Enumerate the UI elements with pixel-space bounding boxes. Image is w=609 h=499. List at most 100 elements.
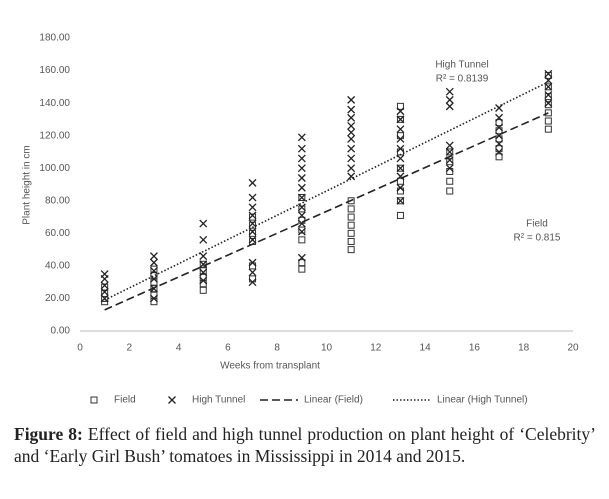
point	[150, 278, 158, 286]
point	[544, 76, 553, 85]
legend-item: Linear (High Tunnel)	[393, 395, 528, 406]
point	[297, 154, 306, 163]
point	[396, 115, 405, 124]
x-tick-label: 20	[567, 343, 579, 354]
trendline	[104, 112, 549, 311]
trendline	[104, 81, 549, 301]
point	[347, 113, 356, 122]
point	[347, 105, 356, 114]
y-tick-label: 60.00	[45, 228, 70, 239]
point	[347, 164, 356, 173]
caption: Figure 8: Effect of field and high tunne…	[14, 423, 596, 467]
point	[446, 167, 454, 175]
point	[495, 119, 503, 127]
point	[199, 252, 208, 261]
point	[544, 99, 553, 108]
point	[544, 82, 553, 91]
x-tick-label: 2	[127, 343, 133, 354]
point	[149, 252, 158, 261]
caption-text: Effect of field and high tunnel producti…	[14, 424, 596, 466]
point	[150, 265, 158, 273]
y-tick-label: 40.00	[45, 261, 70, 272]
point	[446, 158, 454, 166]
x-tick-label: 18	[518, 343, 530, 354]
point	[248, 235, 257, 244]
point	[249, 213, 257, 221]
point	[445, 141, 454, 150]
annotation: R² = 0.8139	[436, 74, 489, 85]
point	[199, 280, 207, 288]
point	[396, 107, 405, 116]
point	[249, 262, 257, 270]
point	[199, 267, 207, 275]
legend-label: Linear (Field)	[304, 395, 363, 406]
point	[396, 177, 404, 185]
point	[347, 221, 355, 229]
point	[297, 193, 306, 202]
point	[445, 87, 454, 96]
point	[150, 298, 158, 306]
point	[297, 183, 306, 192]
caption-label: Figure 8:	[14, 424, 83, 444]
point	[298, 259, 306, 267]
point	[199, 219, 208, 228]
point	[445, 102, 454, 111]
point	[347, 144, 356, 153]
point	[396, 187, 404, 195]
point	[149, 294, 158, 303]
point	[248, 211, 257, 220]
legend-item: Field	[90, 395, 136, 406]
point	[495, 139, 504, 148]
x-tick-label: 8	[274, 343, 280, 354]
point	[297, 203, 306, 212]
point	[347, 237, 355, 245]
point	[298, 265, 306, 273]
point	[100, 294, 109, 303]
point	[347, 95, 356, 104]
point	[396, 125, 405, 134]
legend-label: Field	[114, 395, 136, 406]
legend-item: High Tunnel	[168, 395, 245, 406]
point	[495, 113, 504, 122]
point	[347, 154, 356, 163]
point	[347, 229, 355, 237]
point	[396, 144, 405, 153]
point	[544, 71, 552, 79]
point	[347, 128, 356, 137]
point	[396, 211, 404, 219]
x-tick-label: 12	[370, 343, 382, 354]
y-tick-label: 100.00	[39, 163, 70, 174]
point	[446, 187, 454, 195]
point	[297, 253, 306, 262]
point	[100, 270, 109, 278]
point	[199, 235, 208, 244]
point	[297, 174, 306, 182]
point	[347, 205, 355, 213]
point	[248, 203, 257, 212]
legend-label: High Tunnel	[192, 395, 245, 406]
y-tick-label: 20.00	[45, 293, 70, 304]
x-tick-label: 14	[420, 343, 432, 354]
point	[396, 172, 405, 181]
y-tick-label: 80.00	[45, 195, 70, 206]
point	[150, 291, 158, 299]
point	[199, 286, 207, 294]
legend-marker	[168, 396, 176, 404]
point	[298, 236, 306, 244]
point	[149, 258, 158, 267]
point	[544, 91, 553, 99]
point	[445, 164, 454, 173]
point	[249, 275, 257, 283]
point	[544, 125, 552, 133]
point	[396, 132, 404, 140]
point	[347, 172, 356, 181]
point	[101, 283, 109, 291]
x-tick-label: 4	[176, 343, 182, 354]
annotation: R² = 0.815	[514, 233, 561, 244]
point	[248, 268, 257, 277]
legend-marker	[90, 396, 98, 404]
point	[544, 93, 552, 101]
point	[347, 121, 356, 130]
point	[249, 229, 257, 237]
